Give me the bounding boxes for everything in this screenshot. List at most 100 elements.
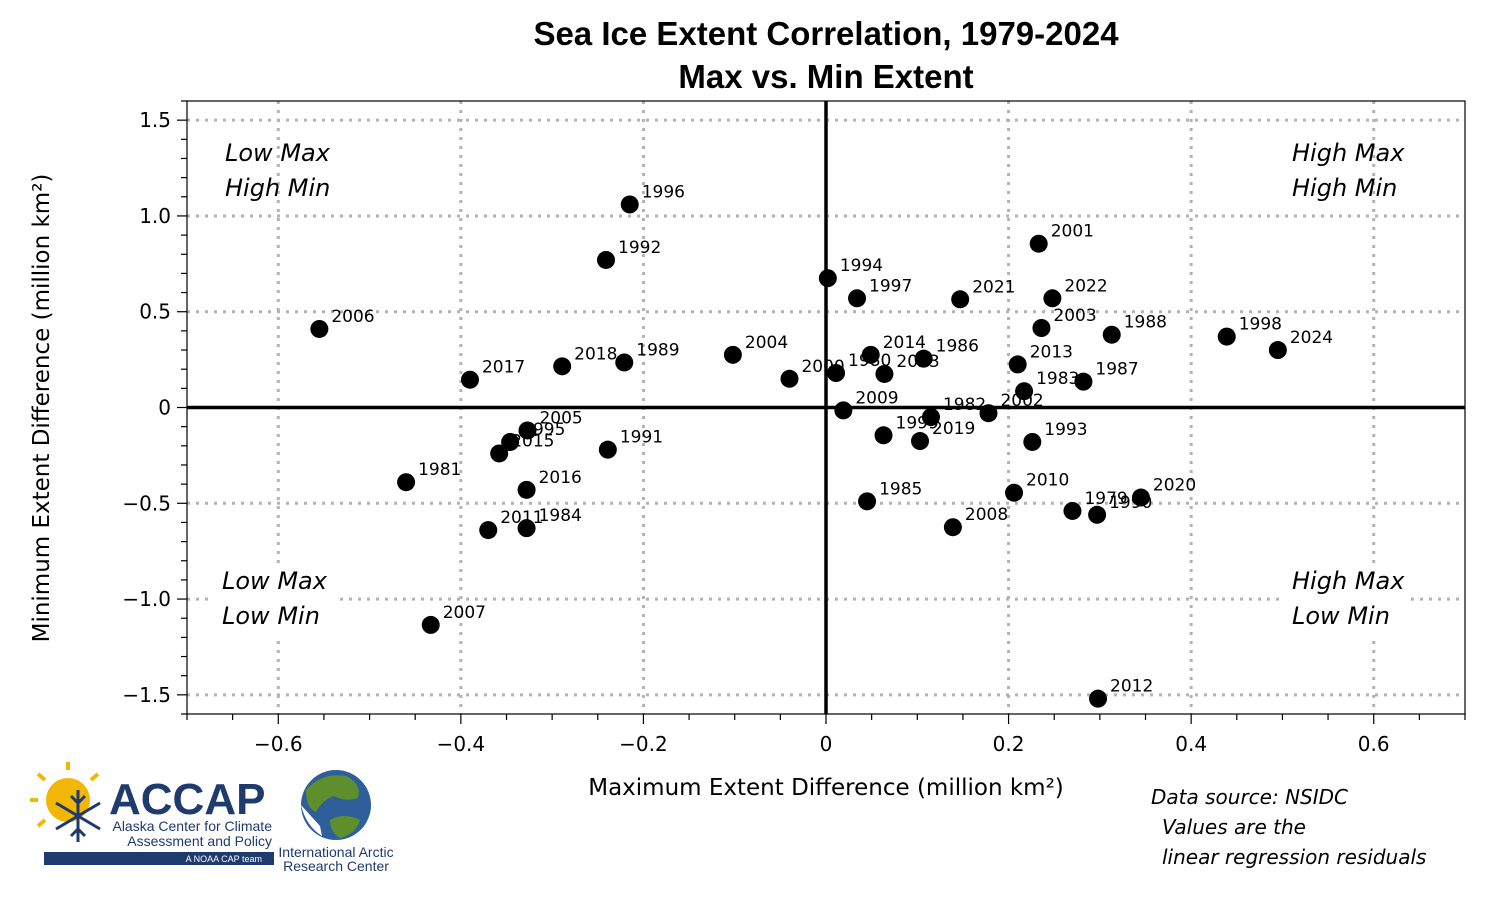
quadrant-label-top-left: High Min [225, 174, 330, 202]
point-label-2020: 2020 [1153, 476, 1196, 496]
point-label-1997: 1997 [869, 276, 912, 296]
point-2021 [951, 290, 970, 309]
x-axis-label: Maximum Extent Difference (million km²) [588, 775, 1064, 801]
point-label-2005: 2005 [539, 408, 582, 428]
point-label-1982: 1982 [943, 395, 986, 415]
point-2018 [553, 357, 572, 376]
point-2010 [1005, 483, 1024, 502]
point-2020 [1131, 488, 1150, 507]
note-line-3: linear regression residuals [1162, 845, 1426, 869]
point-1991 [598, 440, 617, 459]
point-2022 [1043, 289, 1062, 308]
point-label-1979: 1979 [1084, 489, 1127, 509]
point-1980 [827, 364, 846, 383]
point-2012 [1089, 689, 1108, 708]
data-source-note: Data source: NSIDC Values are the linear r… [1151, 785, 1426, 869]
point-1988 [1102, 325, 1121, 344]
point-1993 [1023, 432, 1042, 451]
accap-name: ACCAP [109, 775, 265, 824]
iarc-line-2: Research Center [283, 858, 389, 874]
point-1995 [501, 432, 520, 451]
point-label-2010: 2010 [1026, 471, 1069, 491]
point-label-2018: 2018 [574, 344, 617, 364]
iarc-logo: International Arctic Research Center [278, 770, 394, 874]
x-tick-label: 0 [820, 732, 833, 756]
point-label-2003: 2003 [1053, 306, 1096, 326]
axes: −0.6 −0.4 −0.2 0 0.2 0.4 0.6 1.5 1.0 0.5 0 −0.5 −1.0… [122, 100, 1466, 756]
point-label-2008: 2008 [965, 505, 1008, 525]
y-tick-label: −1.0 [122, 587, 171, 611]
point-2017 [460, 370, 479, 389]
accap-logo: ACCAP Alaska Center for Climate Assessme… [30, 762, 274, 865]
point-label-2015: 2015 [511, 431, 554, 451]
point-2024 [1268, 341, 1287, 360]
point-label-1981: 1981 [418, 460, 461, 480]
y-axis-label: Minimum Extent Difference (million km²) [29, 174, 55, 643]
point-2019 [911, 432, 930, 451]
accap-tag: A NOAA CAP team [186, 854, 262, 864]
quadrant-label-top-right: High Max [1292, 139, 1405, 167]
point-label-1983: 1983 [1036, 369, 1079, 389]
x-tick-label: −0.2 [619, 732, 668, 756]
point-label-1996: 1996 [642, 182, 685, 202]
y-tick-label: 0.5 [139, 300, 171, 324]
data-points: 1979198019811982198319841985198619871988… [310, 182, 1333, 708]
point-label-2017: 2017 [482, 358, 525, 378]
point-label-1986: 1986 [936, 337, 979, 357]
sun-icon [30, 762, 100, 828]
quadrant-label-bg [1284, 564, 1409, 636]
point-label-2011: 2011 [500, 508, 543, 528]
accap-tag-bar [44, 852, 274, 865]
point-1998 [1217, 327, 1236, 346]
point-1984 [517, 519, 536, 538]
point-label-1985: 1985 [879, 479, 922, 499]
y-tick-label: 0 [158, 396, 171, 420]
accap-line-1: Alaska Center for Climate [112, 818, 272, 834]
quadrant-labels: Low Max High Min High Max High Min Low Max Lo… [214, 139, 1409, 636]
point-label-1998: 1998 [1239, 315, 1282, 335]
point-2008 [943, 518, 962, 537]
point-label-2024: 2024 [1290, 328, 1333, 348]
point-label-2000: 2000 [801, 357, 844, 377]
point-label-1984: 1984 [539, 506, 582, 526]
x-tick-label: 0.4 [1175, 732, 1207, 756]
point-1982 [921, 408, 940, 427]
quadrant-label-bottom-right: Low Min [1292, 602, 1390, 630]
note-line-1: Data source: NSIDC [1151, 785, 1348, 809]
point-2009 [834, 401, 853, 420]
quadrant-label-top-left: Low Max [225, 139, 331, 167]
point-2011 [479, 521, 498, 540]
point-2001 [1029, 234, 1048, 253]
point-label-1999: 1999 [896, 413, 939, 433]
point-2005 [518, 421, 537, 440]
point-2002 [979, 404, 998, 423]
point-2007 [421, 615, 440, 634]
point-2004 [723, 345, 742, 364]
point-2015 [490, 444, 509, 463]
x-tick-label: 0.2 [993, 732, 1025, 756]
point-2006 [310, 319, 329, 338]
point-label-2013: 2013 [1030, 342, 1073, 362]
x-tick-label: −0.4 [437, 732, 486, 756]
point-2013 [1008, 355, 1027, 374]
point-label-2002: 2002 [1000, 391, 1043, 411]
point-1989 [615, 353, 634, 372]
point-label-1993: 1993 [1044, 420, 1087, 440]
point-label-2007: 2007 [443, 603, 486, 623]
quadrant-label-top-right: High Min [1292, 174, 1397, 202]
point-1990 [1088, 505, 1107, 524]
quadrant-label-bg [214, 564, 339, 636]
y-tick-label: 1.5 [139, 108, 171, 132]
note-line-2: Values are the [1162, 815, 1306, 839]
point-2000 [780, 369, 799, 388]
point-1996 [620, 195, 639, 214]
globe-icon [301, 770, 371, 840]
point-1987 [1074, 372, 1093, 391]
point-label-2021: 2021 [972, 277, 1015, 297]
point-label-2023: 2023 [896, 352, 939, 372]
point-label-2001: 2001 [1051, 222, 1094, 242]
y-tick-label: 1.0 [139, 204, 171, 228]
point-label-1987: 1987 [1095, 360, 1138, 380]
point-label-1994: 1994 [840, 256, 883, 276]
